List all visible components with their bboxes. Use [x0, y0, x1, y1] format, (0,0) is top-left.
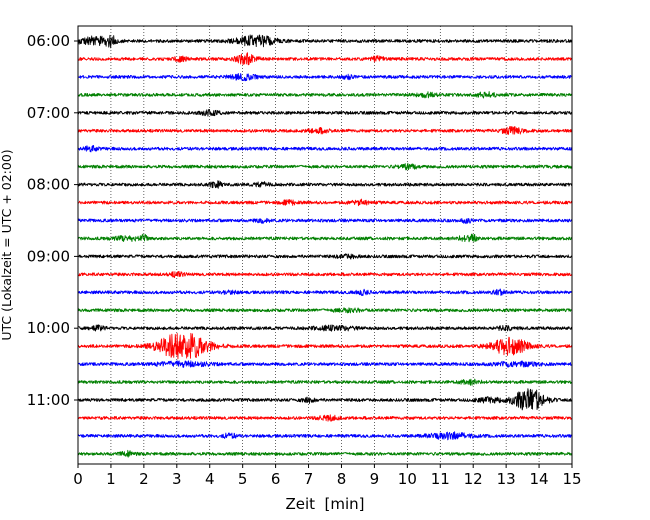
trace-0830: [77, 217, 573, 225]
trace-0845: [77, 233, 573, 243]
plot-background: [78, 26, 572, 464]
x-tick-label: 9: [370, 470, 380, 488]
trace-0630: [77, 73, 573, 82]
x-tick-label: 13: [497, 470, 516, 488]
y-tick-label: 11:00: [27, 391, 70, 409]
x-tick-label: 12: [464, 470, 483, 488]
x-tick-label: 6: [271, 470, 281, 488]
y-tick-label: 07:00: [27, 104, 70, 122]
trace-0745: [77, 162, 573, 171]
trace-0800: [77, 180, 573, 189]
x-tick-label: 1: [106, 470, 116, 488]
trace-0715: [77, 125, 573, 135]
trace-1130: [77, 431, 573, 441]
trace-1100: [77, 388, 573, 411]
x-axis-ticks: 0 1 2 3 4 5 6 7 8 9 10 11 12 13 14 15: [73, 464, 582, 488]
trace-0930: [77, 288, 573, 296]
x-axis-label: Zeit [min]: [285, 495, 364, 513]
trace-0815: [77, 198, 573, 207]
trace-1000: [77, 324, 573, 332]
trace-0615: [77, 52, 573, 66]
trace-0700: [77, 108, 573, 117]
grid-lines: [110, 26, 540, 464]
trace-0900: [77, 253, 573, 260]
trace-1145: [77, 449, 573, 458]
trace-1045: [77, 378, 573, 386]
x-tick-label: 8: [337, 470, 347, 488]
x-tick-label: 7: [304, 470, 314, 488]
y-axis-label: UTC (Lokalzeit = UTC + 02:00): [0, 149, 14, 340]
x-tick-label: 4: [205, 470, 215, 488]
x-tick-label: 15: [562, 470, 581, 488]
x-tick-label: 0: [73, 470, 83, 488]
trace-1015: [77, 332, 573, 360]
x-tick-label: 2: [139, 470, 149, 488]
y-axis-ticks: 06:00 07:00 08:00 09:00 10:00 11:00: [27, 32, 78, 409]
x-tick-label: 11: [431, 470, 450, 488]
x-tick-label: 3: [172, 470, 182, 488]
y-tick-label: 10:00: [27, 319, 70, 337]
trace-0915: [77, 271, 573, 278]
x-tick-label: 5: [238, 470, 248, 488]
trace-1115: [77, 414, 573, 422]
trace-1030: [77, 360, 573, 368]
y-tick-label: 09:00: [27, 247, 70, 265]
trace-0730: [77, 145, 573, 153]
y-tick-label: 08:00: [27, 176, 70, 194]
trace-0945: [77, 307, 573, 314]
plot-frame: [77, 25, 573, 465]
y-tick-label: 06:00: [27, 32, 70, 50]
trace-0645: [77, 91, 573, 99]
x-tick-label: 14: [530, 470, 549, 488]
trace-0600: [77, 34, 573, 49]
x-tick-label: 10: [398, 470, 417, 488]
seismogram-traces: [77, 34, 573, 458]
